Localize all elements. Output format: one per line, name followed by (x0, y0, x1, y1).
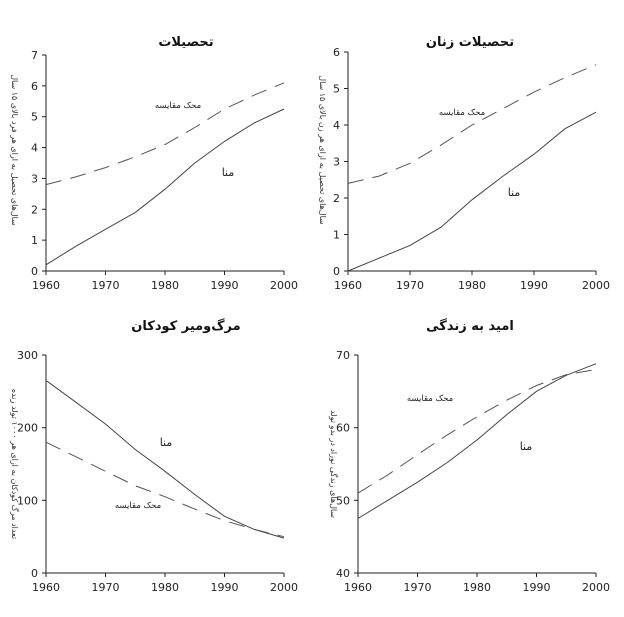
x-tick-label: 1960 (334, 279, 362, 292)
y-tick-label: 7 (31, 49, 38, 62)
y-tick-label: 2 (31, 203, 38, 216)
y-tick-label: 40 (336, 567, 350, 580)
y-tick-label: 4 (333, 119, 340, 132)
x-tick-label: 2000 (270, 581, 298, 594)
y-tick-label: 50 (336, 494, 350, 507)
x-tick-label: 1960 (32, 581, 60, 594)
y-axis-label: سال‌های تحصیل به ازای هر فرد بالای ۱۵ سا… (10, 74, 19, 226)
x-tick-label: 2000 (582, 279, 610, 292)
x-tick-label: 1980 (151, 581, 179, 594)
mena-series-line (45, 108, 285, 266)
chart-panel-child-mortality: مرگ‌ومیر کودکان 0 100 200 300 1960 1970 1980 199… (10, 317, 298, 594)
y-tick-label: 5 (31, 111, 38, 124)
y-tick-label: 2 (333, 192, 340, 205)
y-tick-label: 0 (31, 567, 38, 580)
series-label: منا (160, 436, 173, 449)
y-tick-label: 200 (17, 422, 38, 435)
y-tick-label: 3 (31, 172, 38, 185)
y-axis-label: سال‌های تحصیل به ازای هر زن بالای ۱۵ سال (318, 75, 327, 225)
y-axis-label: سال‌های زندگی نوزاد در بدو تولد (329, 410, 339, 518)
x-tick-label: 1990 (211, 279, 239, 292)
chart-title: امید به زندگی (426, 318, 514, 334)
x-tick-label: 1970 (396, 279, 424, 292)
y-tick-label: 5 (333, 83, 340, 96)
x-tick-label: 1970 (92, 581, 120, 594)
x-tick-label: 2000 (270, 279, 298, 292)
y-tick-label: 100 (17, 494, 38, 507)
series-label: محک مقایسه (407, 394, 453, 404)
mena-series-line (357, 363, 597, 519)
x-tick-label: 1980 (458, 279, 486, 292)
series-label: محک مقایسه (439, 108, 485, 118)
y-tick-label: 1 (333, 229, 340, 242)
benchmark-series-line (357, 369, 597, 494)
y-tick-label: 70 (336, 349, 350, 362)
chart-title: تحصیلات (158, 35, 213, 50)
x-tick-label: 1970 (92, 279, 120, 292)
benchmark-series-line (347, 64, 597, 184)
y-tick-label: 6 (333, 46, 340, 59)
x-tick-label: 1990 (211, 581, 239, 594)
x-tick-label: 1960 (344, 581, 372, 594)
x-tick-label: 1980 (463, 581, 491, 594)
series-label: منا (222, 166, 235, 179)
series-label: منا (508, 186, 521, 199)
y-tick-label: 6 (31, 80, 38, 93)
x-tick-label: 1960 (32, 279, 60, 292)
y-axis-label: تعداد مرگ کودکان به ازای هر ۱۰۰۰ تولد زن… (10, 389, 20, 539)
y-tick-label: 60 (336, 422, 350, 435)
y-tick-label: 0 (333, 265, 340, 278)
series-label: منا (520, 440, 533, 453)
chart-title: تحصیلات زنان (426, 35, 514, 50)
series-label: محک مقایسه (155, 101, 201, 111)
benchmark-series-line (45, 82, 285, 186)
chart-panel-women-education: تحصیلات زنان 0 1 2 3 4 5 6 1960 1970 1980 1990 2000 س… (318, 35, 610, 292)
x-tick-label: 1970 (404, 581, 432, 594)
y-tick-label: 300 (17, 349, 38, 362)
y-tick-label: 4 (31, 142, 38, 155)
chart-panel-education: تحصیلات 0 1 2 3 4 5 6 7 1960 1970 1980 1990 2000 سال‌ه… (10, 35, 298, 292)
chart-title: مرگ‌ومیر کودکان (131, 317, 240, 334)
chart-panel-life-expectancy: امید به زندگی 40 50 60 70 1960 1970 1980 1990 200… (329, 318, 610, 594)
mena-series-line (45, 379, 285, 539)
x-tick-label: 1990 (523, 581, 551, 594)
series-label: محک مقایسه (115, 501, 161, 511)
y-tick-label: 0 (31, 265, 38, 278)
x-tick-label: 2000 (582, 581, 610, 594)
y-tick-label: 1 (31, 234, 38, 247)
x-tick-label: 1980 (151, 279, 179, 292)
x-tick-label: 1990 (520, 279, 548, 292)
y-tick-label: 3 (333, 156, 340, 169)
mena-series-line (347, 111, 597, 272)
benchmark-series-line (45, 441, 285, 538)
